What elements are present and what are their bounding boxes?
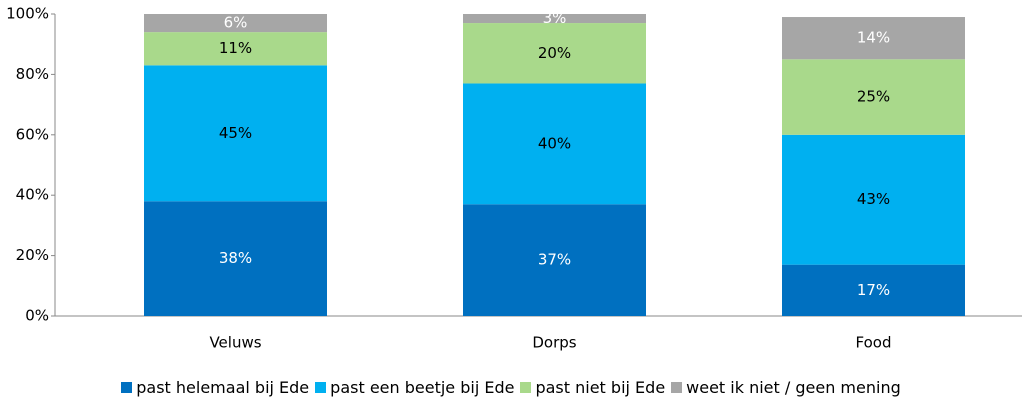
y-tick-label: 20% [16, 246, 49, 264]
bar-segment [463, 14, 646, 24]
legend-item: past een beetje bij Ede [315, 378, 514, 397]
legend-item: weet ik niet / geen mening [671, 378, 901, 397]
data-label: 45% [219, 124, 252, 142]
data-label: 3% [543, 9, 567, 27]
legend-swatch [121, 382, 133, 393]
y-tick-label: 0% [25, 307, 49, 325]
bar-segment [144, 201, 327, 316]
data-label: 11% [219, 39, 252, 57]
legend-swatch [671, 382, 683, 393]
data-label: 38% [219, 249, 252, 267]
y-tick-label: 80% [16, 65, 49, 83]
legend-item: past helemaal bij Ede [121, 378, 309, 397]
bar-segment [782, 264, 965, 316]
bar-segment [782, 59, 965, 135]
legend-label: weet ik niet / geen mening [686, 378, 901, 397]
chart: 0% 20% 40% 60% 80% 100% Veluws 38% 45% 11% 6% Dorps… [6, 5, 1022, 352]
data-label: 37% [538, 251, 571, 269]
y-tick-label: 60% [16, 125, 49, 143]
data-label: 14% [857, 29, 890, 47]
x-tick-label: Food [856, 334, 892, 352]
bar-segment [782, 134, 965, 265]
bar-segment [463, 83, 646, 205]
data-label: 6% [224, 14, 248, 32]
data-label: 43% [857, 190, 890, 208]
x-tick-label: Dorps [532, 334, 576, 352]
legend-label: past helemaal bij Ede [136, 378, 310, 397]
bar-segment [144, 32, 327, 66]
data-label: 40% [538, 134, 571, 152]
y-tick-label: 100% [6, 5, 49, 23]
data-label: 20% [538, 44, 571, 62]
y-tick-label: 40% [16, 186, 49, 204]
bar-segment [463, 23, 646, 84]
legend-label: past niet bij Ede [535, 378, 666, 397]
legend-swatch [315, 382, 327, 393]
data-label: 25% [857, 88, 890, 106]
bar-segment [144, 14, 327, 33]
data-label: 17% [857, 281, 890, 299]
legend: past helemaal bij Ede past een beetje bij… [0, 378, 1022, 397]
legend-item: past niet bij Ede [520, 378, 665, 397]
x-tick-label: Veluws [209, 334, 261, 352]
bar-segment [144, 65, 327, 202]
legend-swatch [520, 382, 532, 393]
bar-segment [463, 204, 646, 316]
bar-segment [782, 17, 965, 60]
legend-label: past een beetje bij Ede [330, 378, 515, 397]
